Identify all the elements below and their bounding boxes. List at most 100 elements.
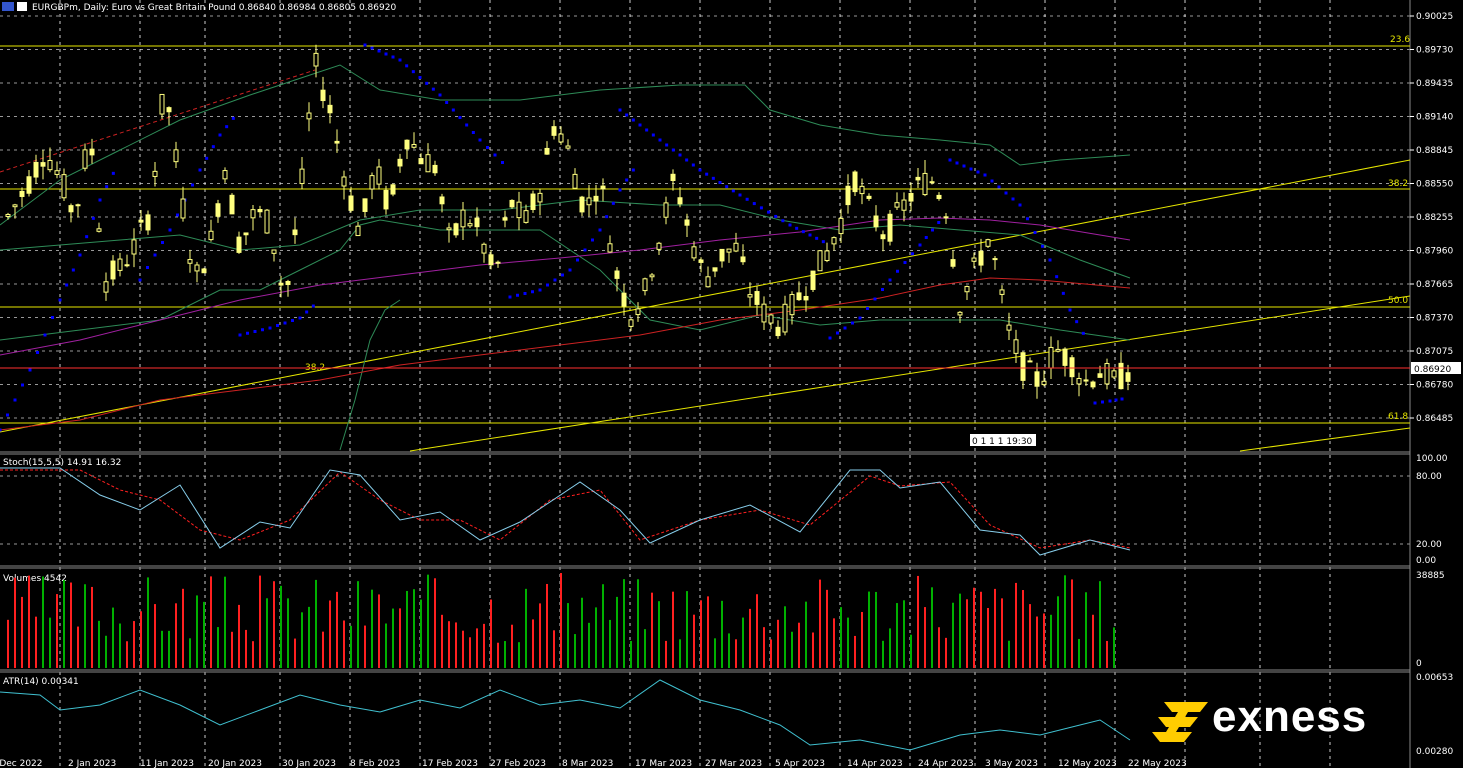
stoch-signal-line	[0, 469, 1131, 549]
candle-body	[1111, 370, 1117, 378]
candle-body	[782, 303, 788, 333]
candle-body	[68, 205, 74, 213]
candle-body	[201, 268, 207, 274]
candle-body	[166, 107, 172, 113]
sar-dot	[858, 316, 862, 320]
sar-dot	[911, 252, 914, 256]
candle-body	[334, 140, 340, 144]
candle-body	[12, 204, 18, 208]
price-tick-label: 0.87075	[1416, 347, 1453, 357]
sar-dot	[658, 138, 662, 142]
candle-body	[922, 172, 928, 196]
sar-dot	[111, 171, 115, 175]
candle-body	[950, 259, 956, 267]
panel-borders	[0, 0, 1411, 768]
price-tick-label: 0.88845	[1416, 146, 1453, 156]
candle-body	[915, 176, 921, 181]
candle-body	[880, 234, 886, 240]
sar-dot	[815, 236, 819, 240]
candle-body	[747, 294, 753, 298]
candle-body	[1013, 339, 1019, 354]
atr-line	[0, 679, 1131, 751]
candle-body	[215, 203, 221, 217]
sar-dot	[311, 304, 315, 308]
candle-body	[1104, 363, 1110, 385]
sar-dot	[384, 52, 388, 56]
sar-dot	[65, 283, 69, 287]
candle-body	[173, 149, 179, 163]
volume-panel: Volumes 4542	[3, 573, 1115, 668]
sar-dot	[377, 49, 381, 53]
candle-body	[600, 185, 606, 190]
candle-body	[656, 242, 662, 250]
sar-dot	[1093, 401, 1097, 405]
candle-body	[789, 294, 795, 316]
candle-body	[124, 264, 130, 267]
candle-body	[943, 216, 949, 219]
volume-tick-zero: 0	[1416, 659, 1422, 669]
sar-dot	[955, 161, 959, 165]
candle-body	[1055, 348, 1061, 352]
date-tick-label: 20 Jan 2023	[208, 759, 262, 768]
sar-dot	[759, 206, 763, 210]
trendline-dashed-red[interactable]	[0, 69, 316, 173]
candle-body	[558, 133, 564, 143]
candle-body	[299, 168, 305, 185]
candle-body	[565, 145, 571, 149]
sar-dot	[625, 178, 629, 182]
candle-body	[866, 195, 872, 199]
candle-body	[859, 185, 865, 195]
candle-body	[1041, 380, 1047, 386]
date-tick-label: 27 Mar 2023	[705, 759, 762, 768]
candle-body	[677, 197, 683, 205]
candle-body	[1125, 372, 1131, 382]
trendline-lower[interactable]	[1239, 427, 1411, 452]
trendline-middle[interactable]	[409, 295, 1411, 452]
candle-body	[894, 202, 900, 208]
candle-body	[733, 242, 739, 252]
sar-dot	[36, 351, 39, 354]
candle-body	[1083, 379, 1089, 382]
date-tick-label: 27 Feb 2023	[490, 759, 546, 768]
candle-body	[775, 326, 781, 337]
sar-dot	[745, 197, 749, 201]
sar-dot	[1048, 258, 1052, 262]
sar-dot	[1061, 291, 1065, 295]
candlesticks	[5, 44, 1131, 399]
sar-dot	[523, 292, 527, 295]
candle-body	[474, 217, 480, 228]
sar-dot	[638, 123, 642, 127]
sar-dot	[711, 176, 715, 180]
candle-body	[978, 250, 984, 266]
sar-dot	[508, 295, 512, 299]
candle-body	[607, 243, 613, 253]
candle-body	[96, 228, 102, 232]
candle-body	[362, 198, 368, 212]
sar-dot	[836, 331, 839, 335]
candle-body	[187, 259, 193, 264]
candle-body	[824, 250, 830, 262]
candle-body	[369, 175, 375, 190]
candle-body	[726, 248, 732, 253]
candle-body	[271, 249, 277, 254]
candle-body	[117, 258, 123, 271]
candle-body	[89, 148, 95, 156]
trendlines[interactable]	[0, 69, 1411, 452]
sar-dot	[465, 123, 469, 127]
bar-timer-label: 0 1 1 1 19:30	[972, 437, 1033, 447]
candle-body	[663, 202, 669, 218]
fibonacci-levels[interactable]: 23.6 38.2 50.0 61.8 38.2	[0, 35, 1410, 424]
candle-body	[1034, 371, 1040, 387]
trendline-upper[interactable]	[0, 159, 1411, 433]
candle-body	[418, 158, 424, 165]
sar-dot	[451, 108, 455, 112]
sar-dot	[718, 181, 722, 184]
current-price-label: 0.86920	[1414, 365, 1451, 375]
exness-logo-text: exness	[1212, 692, 1368, 741]
sar-dot	[58, 298, 62, 302]
candle-body	[740, 256, 746, 263]
candle-body	[264, 209, 270, 234]
price-axis: 0.90025 0.89730 0.89435 0.89140 0.88845 0.885…	[1410, 12, 1453, 424]
candle-body	[698, 259, 704, 263]
